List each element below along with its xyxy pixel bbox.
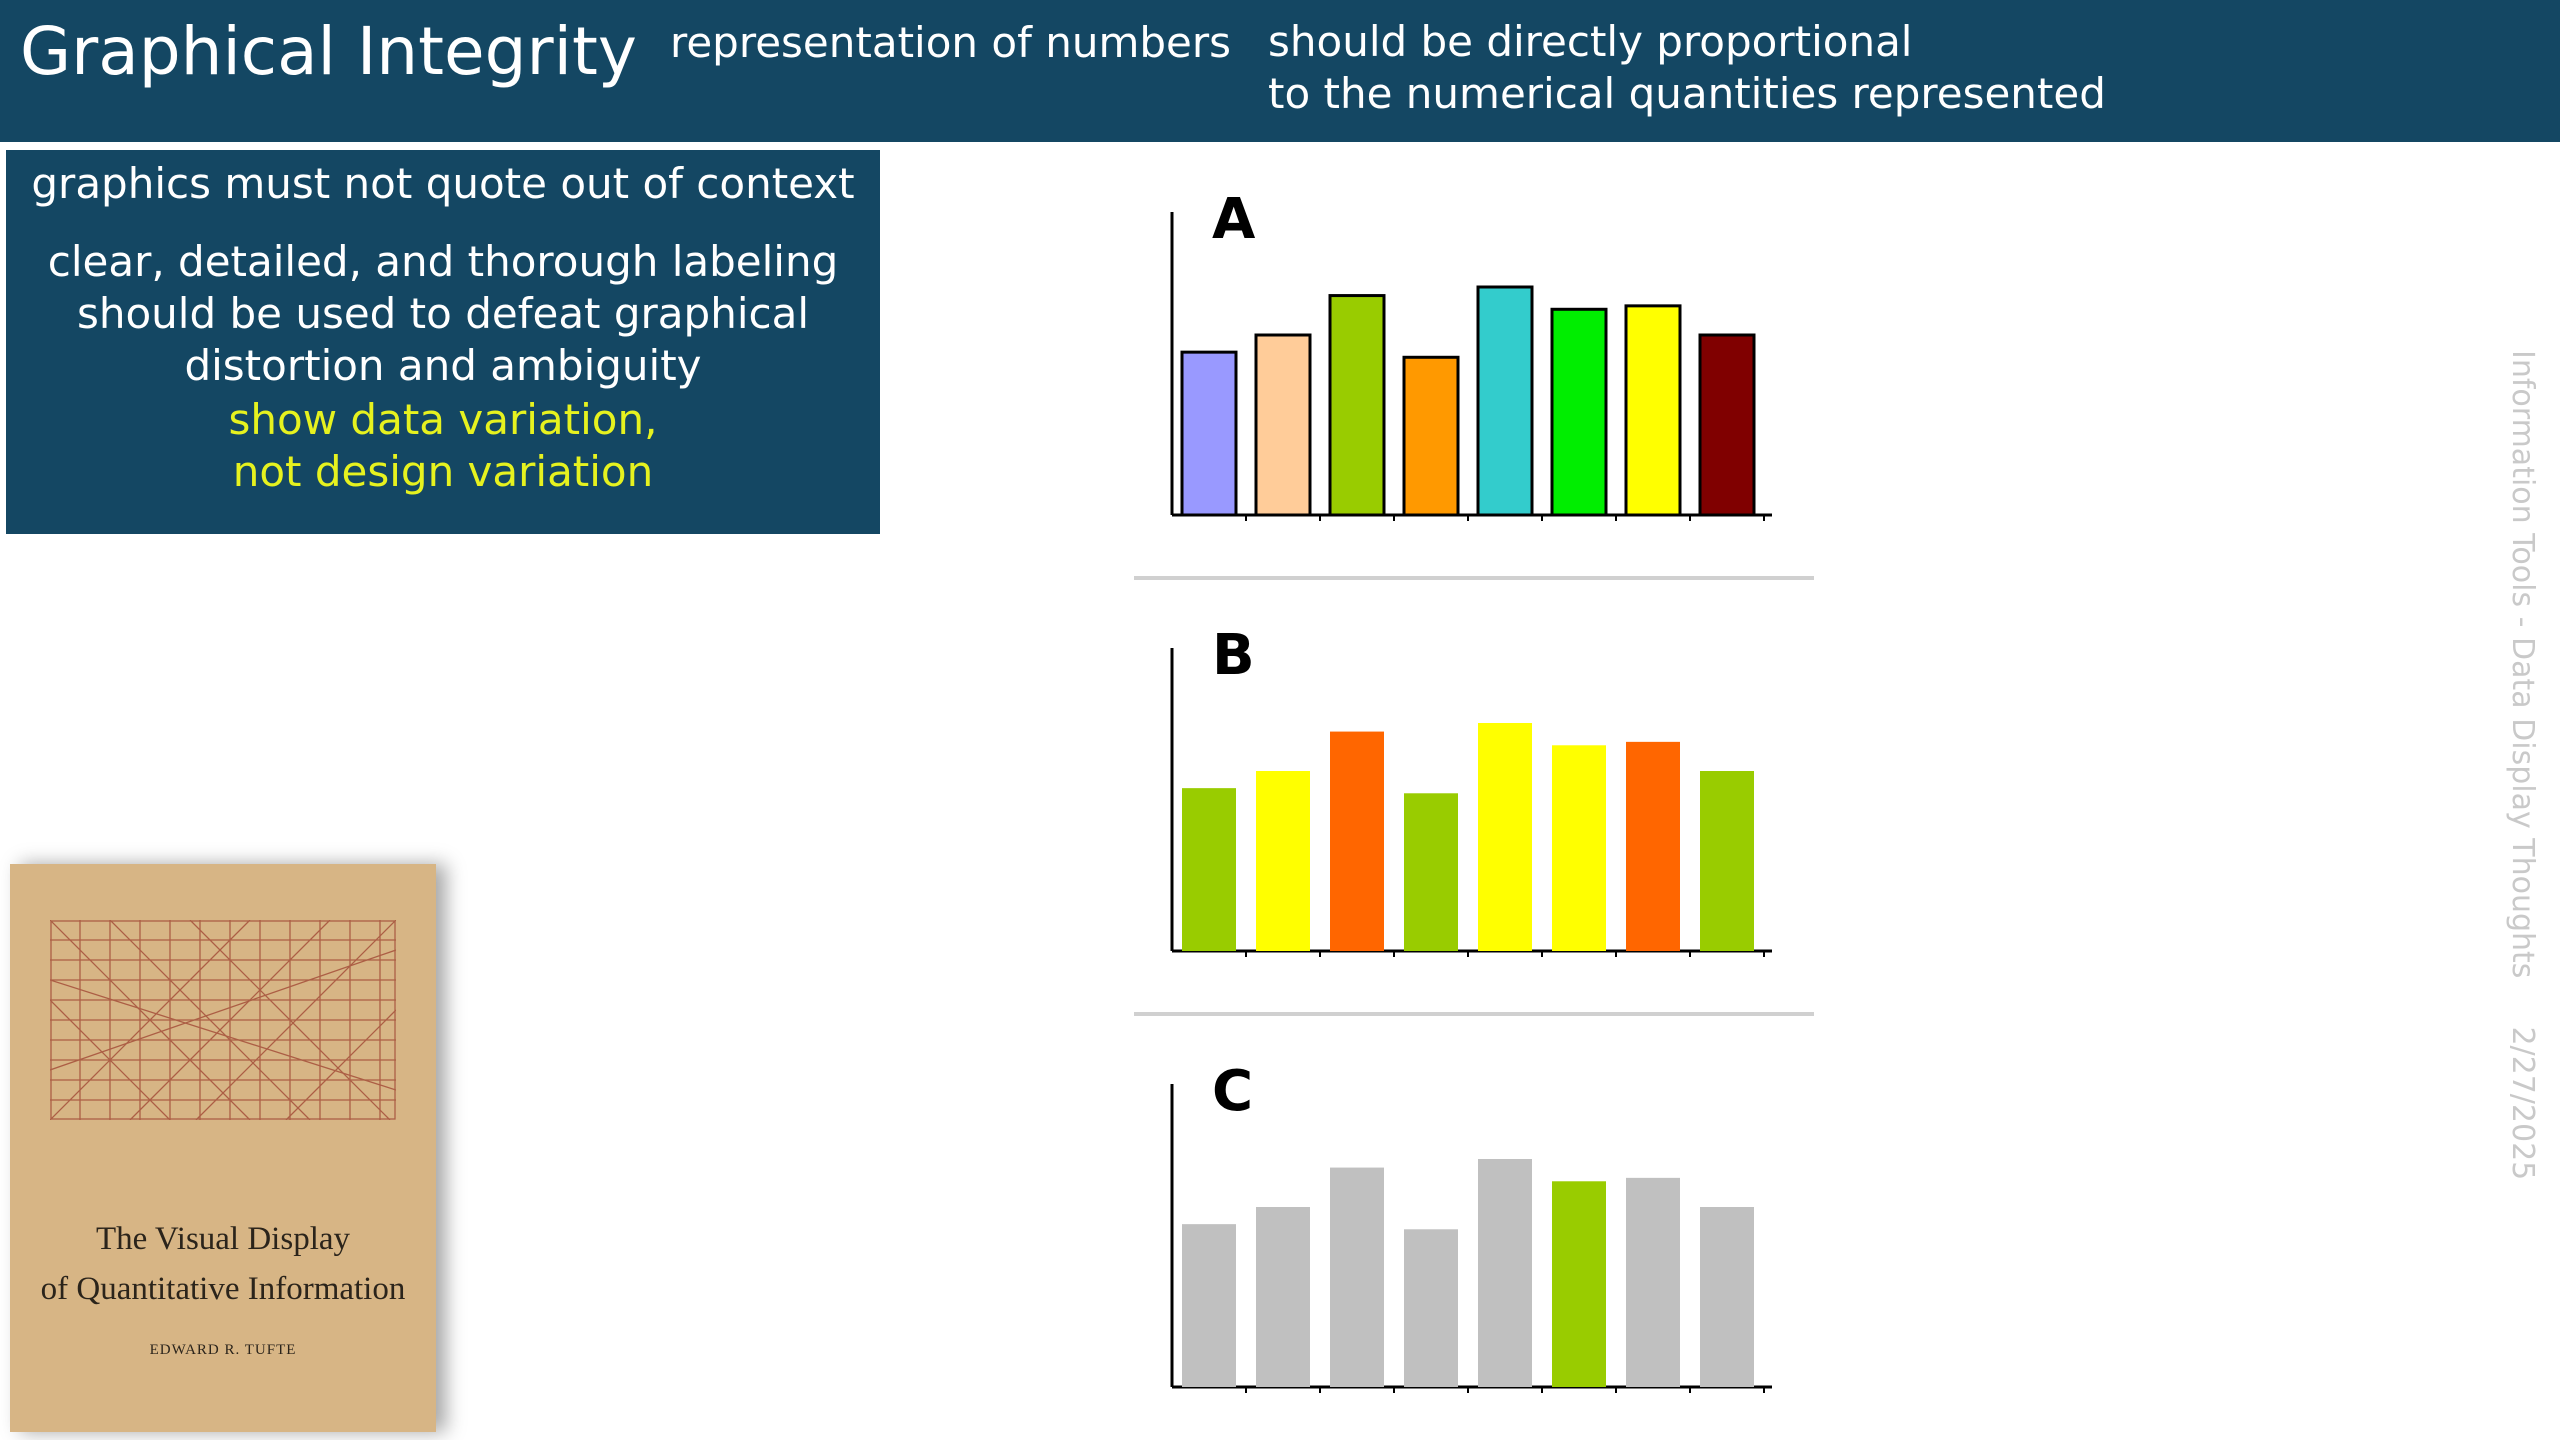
bar xyxy=(1256,1207,1310,1387)
bar xyxy=(1328,294,1386,517)
chart-title-b: B xyxy=(1212,623,1255,688)
bar xyxy=(1552,1181,1606,1387)
book-cover-pattern xyxy=(50,920,396,1120)
bar xyxy=(1478,1159,1532,1387)
chart-divider xyxy=(1134,576,1814,580)
bar xyxy=(1552,745,1606,951)
bar xyxy=(1700,771,1754,951)
principles-box: graphics must not quote out of context c… xyxy=(6,150,880,534)
bar xyxy=(1404,1229,1458,1387)
header-subtitle-left: representation of numbers xyxy=(670,18,1232,67)
principle-context: graphics must not quote out of context xyxy=(31,159,855,208)
bar xyxy=(1626,741,1680,951)
principle-labeling-line: should be used to defeat graphical xyxy=(76,289,809,338)
book-title-line: The Visual Display xyxy=(95,1221,351,1257)
principle-labeling-line: clear, detailed, and thorough labeling xyxy=(47,237,839,286)
book-title-line: of Quantitative Information xyxy=(40,1271,406,1307)
header-subtitle-right-line: should be directly proportional xyxy=(1268,17,1913,66)
bar xyxy=(1550,307,1608,517)
bar xyxy=(1404,793,1458,951)
principle-variation-line: show data variation, xyxy=(228,395,658,444)
bar xyxy=(1256,771,1310,951)
footer-text: Information Tools - Data Display Thought… xyxy=(2505,350,2540,979)
bar xyxy=(1478,723,1532,951)
bar xyxy=(1698,333,1756,517)
bar xyxy=(1626,1177,1680,1387)
chart-divider xyxy=(1134,1012,1814,1016)
principle-variation: show data variation, not design variatio… xyxy=(6,394,880,498)
slide-footer: Information Tools - Data Display Thought… xyxy=(2490,350,2550,1180)
bar xyxy=(1700,1207,1754,1387)
header-subtitle-right: should be directly proportional to the n… xyxy=(1268,16,2106,120)
chart-title-a: A xyxy=(1212,190,1256,252)
chart-title-c: C xyxy=(1212,1059,1253,1124)
principle-variation-line: not design variation xyxy=(232,447,654,496)
principle-labeling: clear, detailed, and thorough labeling s… xyxy=(6,236,880,392)
slide-footer-rotated: Information Tools - Data Display Thought… xyxy=(2505,350,2540,1180)
bar xyxy=(1476,285,1534,517)
bar xyxy=(1182,1224,1236,1387)
bar xyxy=(1182,788,1236,951)
principle-labeling-line: distortion and ambiguity xyxy=(184,341,702,390)
bar xyxy=(1402,355,1460,517)
slide-header: Graphical Integrity representation of nu… xyxy=(0,0,2560,142)
bar xyxy=(1330,1167,1384,1387)
book-author: EDWARD R. TUFTE xyxy=(149,1342,297,1358)
header-subtitle-right-line: to the numerical quantities represented xyxy=(1268,69,2106,118)
book-cover: The Visual Display of Quantitative Infor… xyxy=(10,864,436,1432)
footer-date: 2/27/2025 xyxy=(2505,1026,2540,1181)
bar xyxy=(1254,333,1312,517)
bar xyxy=(1624,304,1682,517)
bar xyxy=(1330,731,1384,951)
book-title: The Visual Display of Quantitative Infor… xyxy=(10,1214,436,1314)
slide-title: Graphical Integrity xyxy=(20,13,637,90)
bar xyxy=(1180,350,1238,517)
bar-charts: A B C xyxy=(1170,190,1772,1393)
